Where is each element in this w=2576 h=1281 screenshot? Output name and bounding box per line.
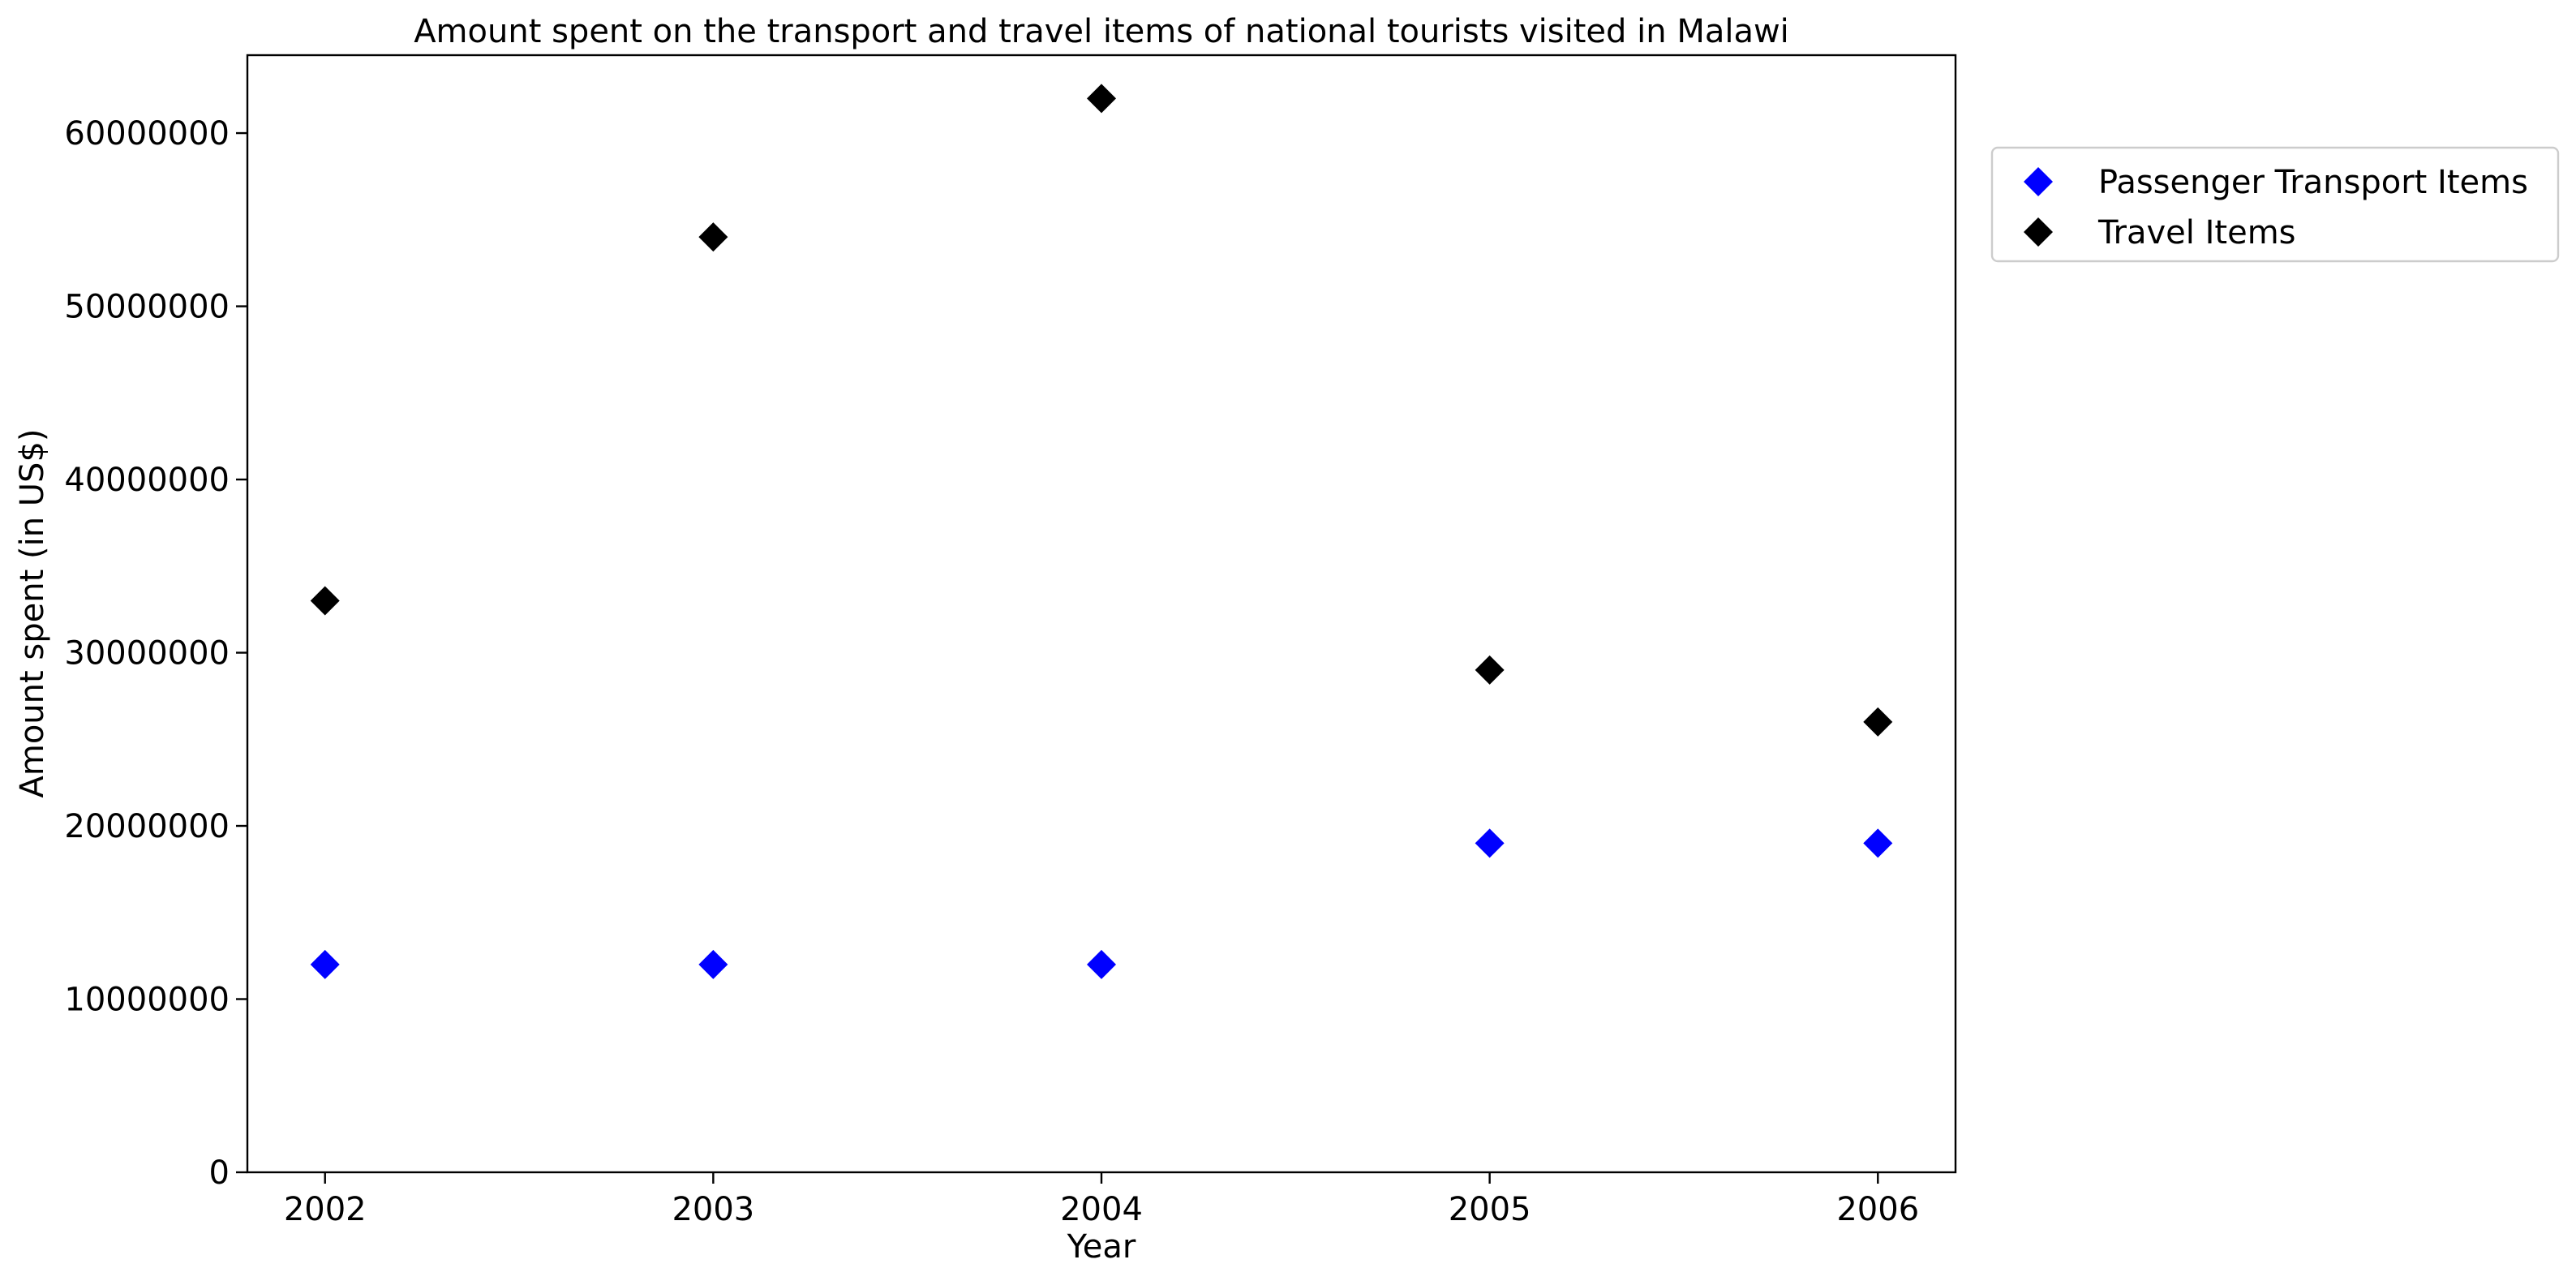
series-1-points: [310, 84, 1893, 737]
data-point: [1087, 949, 1116, 979]
x-tick-label: 2003: [672, 1191, 754, 1228]
y-tick-label: 60000000: [64, 115, 230, 153]
legend-label: Passenger Transport Items: [2098, 164, 2528, 201]
y-tick-label: 0: [209, 1154, 230, 1192]
legend-label: Travel Items: [2097, 214, 2296, 251]
plot-area-frame: [246, 54, 1957, 1174]
data-point: [310, 586, 340, 616]
x-tick-label: 2005: [1449, 1191, 1531, 1228]
data-point: [698, 949, 728, 979]
data-point: [310, 949, 340, 979]
x-axis: 2002 2003 2004 2005 2006: [284, 1172, 1919, 1228]
x-tick-label: 2006: [1836, 1191, 1919, 1228]
chart-title: Amount spent on the transport and travel…: [414, 13, 1789, 50]
y-tick-label: 10000000: [64, 982, 230, 1019]
data-point: [1087, 84, 1116, 114]
legend: Passenger Transport Items Travel Items: [1990, 146, 2560, 263]
y-axis: 0 10000000 20000000 30000000 40000000 5000000…: [64, 115, 247, 1192]
x-axis-label: Year: [1067, 1228, 1136, 1266]
y-tick-label: 30000000: [64, 635, 230, 673]
y-tick-label: 50000000: [64, 289, 230, 326]
legend-marker: [2024, 217, 2053, 247]
y-axis-label: Amount spent (in US$): [14, 429, 51, 798]
data-point: [1475, 655, 1505, 685]
data-point: [698, 222, 728, 252]
legend-box: [1990, 146, 2560, 263]
series-0-points: [310, 828, 1893, 979]
x-tick-label: 2004: [1060, 1191, 1143, 1228]
data-point: [1863, 707, 1893, 737]
legend-item: Travel Items: [2024, 214, 2296, 251]
y-tick-label: 20000000: [64, 808, 230, 845]
data-point: [1475, 828, 1505, 858]
legend-item: Passenger Transport Items: [2024, 164, 2528, 201]
data-markers: [310, 84, 1893, 979]
y-tick-label: 40000000: [64, 462, 230, 499]
x-tick-label: 2002: [284, 1191, 367, 1228]
legend-marker: [2024, 167, 2053, 196]
data-point: [1863, 828, 1893, 858]
